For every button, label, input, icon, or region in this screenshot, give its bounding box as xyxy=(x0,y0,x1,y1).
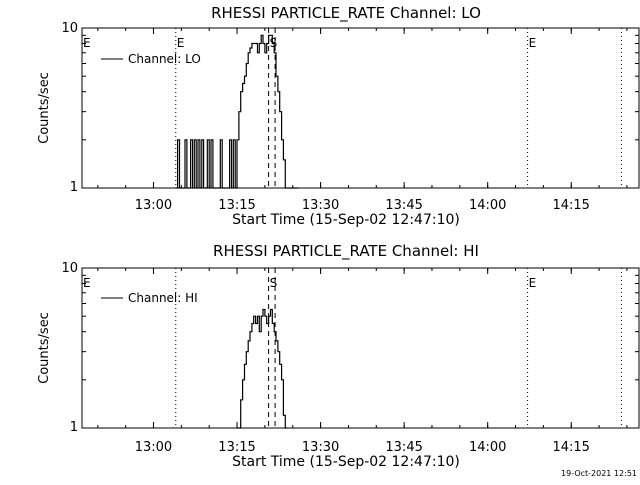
x-tick-labels: 13:00 13:15 13:30 13:45 14:00 14:15 xyxy=(135,440,590,455)
annotation-label: E xyxy=(83,36,91,50)
x-axis-label: Start Time (15-Sep-02 12:47:10) xyxy=(232,212,460,228)
x-tick-label: 13:45 xyxy=(385,198,422,213)
y-tick-label-10: 10 xyxy=(61,261,78,276)
series-line xyxy=(175,34,299,189)
annotation-label: S xyxy=(270,276,278,290)
annotation-label: E xyxy=(177,36,185,50)
x-tick-label: 14:15 xyxy=(552,198,589,213)
x-tick-label: 14:00 xyxy=(469,198,506,213)
y-axis-label: Counts/sec xyxy=(37,72,52,144)
legend-label: Channel: LO xyxy=(128,52,201,66)
chart-title: RHESSI PARTICLE_RATE Channel: HI xyxy=(213,242,479,261)
annotation-label: E xyxy=(529,276,537,290)
chart-lo: RHESSI PARTICLE_RATE Channel: LO Counts/… xyxy=(37,4,640,228)
y-tick-label-1: 1 xyxy=(70,420,78,435)
x-tick-label: 13:00 xyxy=(135,440,172,455)
x-tick-label: 14:15 xyxy=(552,440,589,455)
annotation-label: E xyxy=(83,276,91,290)
x-tick-label: 13:15 xyxy=(218,198,255,213)
y-tick-label-10: 10 xyxy=(61,21,78,36)
footer-timestamp: 19-Oct-2021 12:51 xyxy=(561,469,637,478)
x-tick-label: 13:30 xyxy=(302,440,339,455)
chart-hi: RHESSI PARTICLE_RATE Channel: HI Counts/… xyxy=(37,242,640,470)
plot-marks xyxy=(81,27,639,189)
chart-title: RHESSI PARTICLE_RATE Channel: LO xyxy=(211,4,481,23)
y-axis-label: Counts/sec xyxy=(37,312,52,384)
x-tick-label: 13:00 xyxy=(135,198,172,213)
annotation-labels: E S E xyxy=(83,276,536,290)
x-axis-label: Start Time (15-Sep-02 12:47:10) xyxy=(232,454,460,470)
plot-marks xyxy=(81,267,639,429)
annotation-label: E xyxy=(529,36,537,50)
x-tick-label: 13:15 xyxy=(218,440,255,455)
legend: Channel: HI xyxy=(101,291,198,305)
series-line xyxy=(237,308,288,429)
x-tick-label: 14:00 xyxy=(469,440,506,455)
legend-label: Channel: HI xyxy=(128,291,198,305)
y-tick-label-1: 1 xyxy=(70,180,78,195)
x-tick-label: 13:30 xyxy=(302,198,339,213)
legend: Channel: LO xyxy=(101,52,201,66)
x-tick-label: 13:45 xyxy=(385,440,422,455)
x-tick-labels: 13:00 13:15 13:30 13:45 14:00 14:15 xyxy=(135,198,590,213)
annotation-labels: E E S E xyxy=(83,36,536,50)
